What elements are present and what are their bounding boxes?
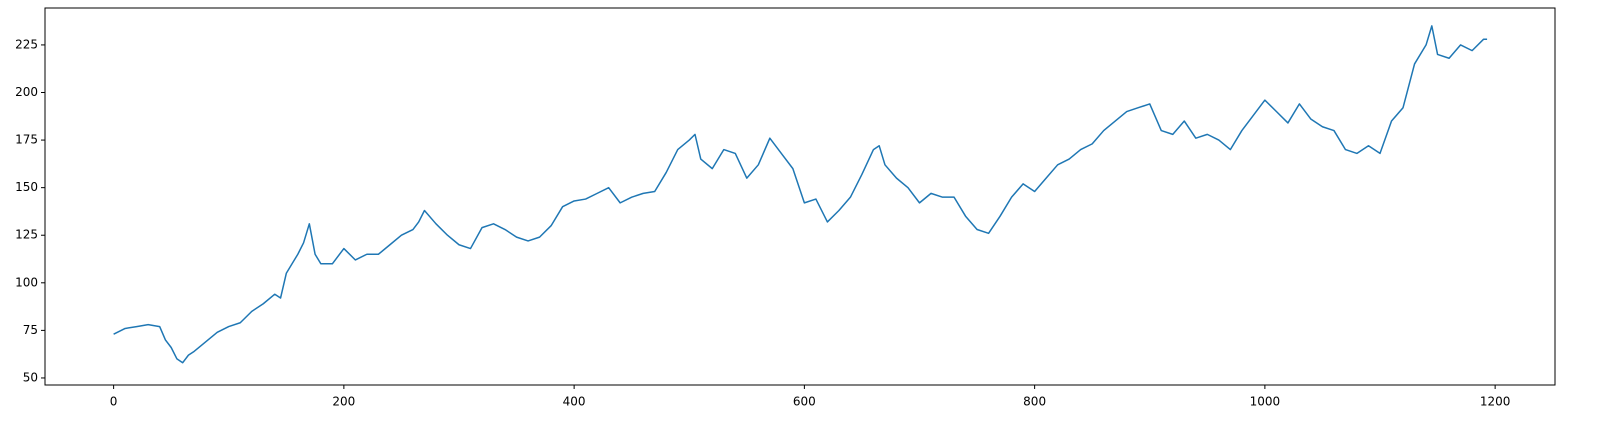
x-tick-label: 0 (110, 395, 118, 409)
x-tick-label: 1000 (1250, 395, 1281, 409)
plot-frame (44, 7, 1556, 386)
y-tick-label: 100 (15, 275, 38, 289)
y-tick-label: 175 (15, 133, 38, 147)
y-tick-label: 50 (23, 370, 38, 384)
x-tick-label: 1200 (1480, 395, 1511, 409)
y-tick-label: 225 (15, 37, 38, 51)
data-line (113, 25, 1488, 364)
x-tick-label: 200 (332, 395, 355, 409)
y-tick-label: 75 (23, 323, 38, 337)
y-tick-label: 150 (15, 180, 38, 194)
x-tick-label: 800 (1023, 395, 1046, 409)
y-tick-label: 125 (15, 228, 38, 242)
y-tick-label: 200 (15, 85, 38, 99)
x-tick-label: 400 (563, 395, 586, 409)
x-tick-label: 600 (793, 395, 816, 409)
